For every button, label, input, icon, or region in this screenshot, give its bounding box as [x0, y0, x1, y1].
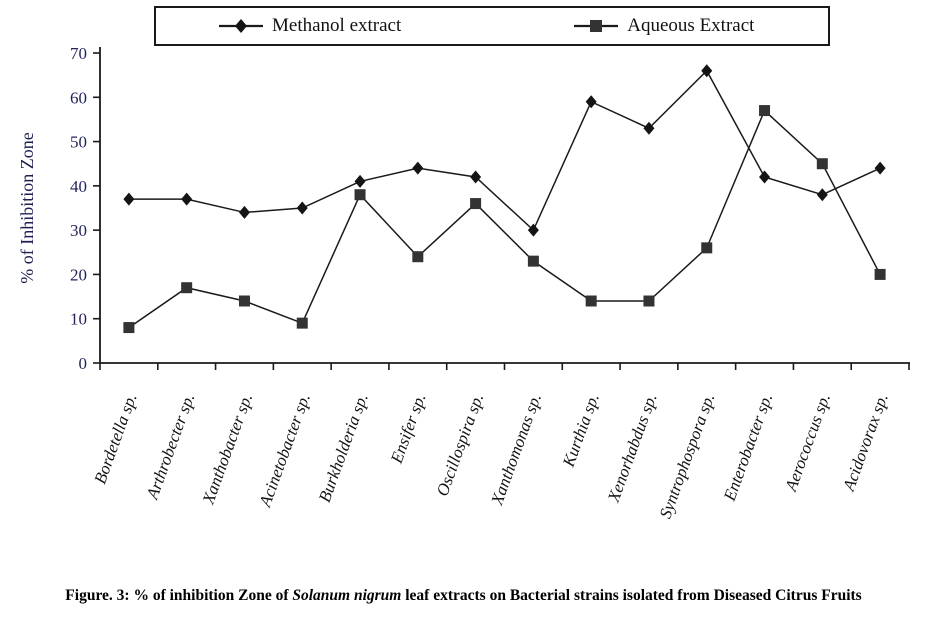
series-line-1	[128, 109, 881, 329]
category-label: Aerococcus sp.	[781, 391, 834, 495]
legend-label-methanol: Methanol extract	[272, 15, 402, 36]
category-label: Xanthomonas sp.	[487, 391, 545, 508]
series-line-0	[128, 69, 881, 232]
data-point-marker-s1-0	[123, 322, 135, 334]
y-tick-label: 70	[70, 44, 87, 63]
y-tick-label: 30	[70, 221, 87, 240]
caption-species-name: Solanum nigrum	[292, 587, 402, 604]
data-point-marker-s0-3	[296, 201, 308, 215]
figure-caption: Figure. 3: % of inhibition Zone of Solan…	[0, 587, 927, 605]
category-label: Enterobacter sp.	[720, 391, 777, 504]
data-point-marker-s1-11	[759, 105, 771, 117]
data-point-marker-s0-10	[701, 64, 713, 78]
data-point-marker-s1-13	[874, 268, 886, 280]
data-point-marker-s1-2	[238, 295, 250, 307]
data-point-marker-s1-3	[296, 317, 308, 329]
data-point-marker-s0-11	[759, 170, 771, 184]
aqueous-series-icon	[574, 20, 619, 32]
y-tick-label: 10	[70, 310, 87, 329]
legend-item-methanol: Methanol extract	[218, 15, 401, 37]
legend-box: Methanol extract Aqueous Extract	[154, 6, 830, 46]
data-point-marker-s0-4	[354, 174, 366, 188]
data-point-marker-s1-5	[412, 251, 424, 263]
category-label: Oscillospira sp.	[433, 391, 488, 499]
category-label: Kurthia sp.	[559, 391, 603, 470]
category-label: Burkholderia sp.	[315, 391, 372, 505]
y-tick-label: 50	[70, 133, 87, 152]
category-label: Acinetobacter sp.	[255, 391, 314, 510]
data-point-marker-s1-1	[181, 282, 193, 294]
data-point-marker-s0-6	[470, 170, 482, 184]
data-point-marker-s0-9	[643, 121, 655, 135]
data-point-marker-s1-10	[701, 242, 713, 254]
caption-suffix: leaf extracts on Bacterial strains isola…	[401, 587, 862, 604]
category-label: Xenorhabdus sp.	[604, 391, 661, 506]
data-point-marker-s1-12	[816, 158, 828, 170]
data-point-marker-s0-13	[874, 161, 886, 175]
category-label: Ensifer sp.	[387, 391, 430, 467]
y-tick-label: 20	[70, 265, 87, 284]
chart-svg: 0 10 20 30 40 50 60 70 Bordetella sp. Arthrobecte…	[17, 44, 910, 521]
data-point-marker-s1-6	[470, 198, 482, 210]
methanol-series-icon	[219, 19, 263, 33]
data-point-marker-s0-2	[238, 205, 250, 219]
y-tick-label: 0	[79, 354, 88, 373]
data-point-marker-s1-8	[585, 295, 597, 307]
data-point-marker-s1-4	[354, 189, 366, 201]
category-label: Acidovorax sp.	[839, 391, 892, 494]
data-point-marker-s0-12	[816, 188, 828, 202]
caption-prefix: Figure. 3: % of inhibition Zone of	[65, 587, 293, 604]
y-tick-label: 60	[70, 88, 87, 107]
data-point-marker-s0-0	[123, 192, 135, 206]
data-point-marker-s0-5	[412, 161, 424, 175]
y-axis-title: % of Inhibition Zone	[17, 132, 37, 283]
legend-item-aqueous: Aqueous Extract	[573, 15, 754, 37]
data-point-marker-s0-8	[585, 95, 597, 109]
data-point-marker-s0-1	[181, 192, 193, 206]
category-label: Arthrobecter sp.	[142, 391, 198, 503]
category-label: Bordetella sp.	[90, 391, 140, 487]
y-tick-label: 40	[70, 177, 87, 196]
data-point-marker-s1-7	[527, 255, 539, 267]
data-point-marker-s1-9	[643, 295, 655, 307]
category-label: Syntrophospora sp.	[656, 391, 719, 521]
data-point-marker-s0-7	[527, 223, 539, 237]
legend-label-aqueous: Aqueous Extract	[627, 15, 755, 36]
category-label: Xanthobacter sp.	[198, 391, 256, 508]
